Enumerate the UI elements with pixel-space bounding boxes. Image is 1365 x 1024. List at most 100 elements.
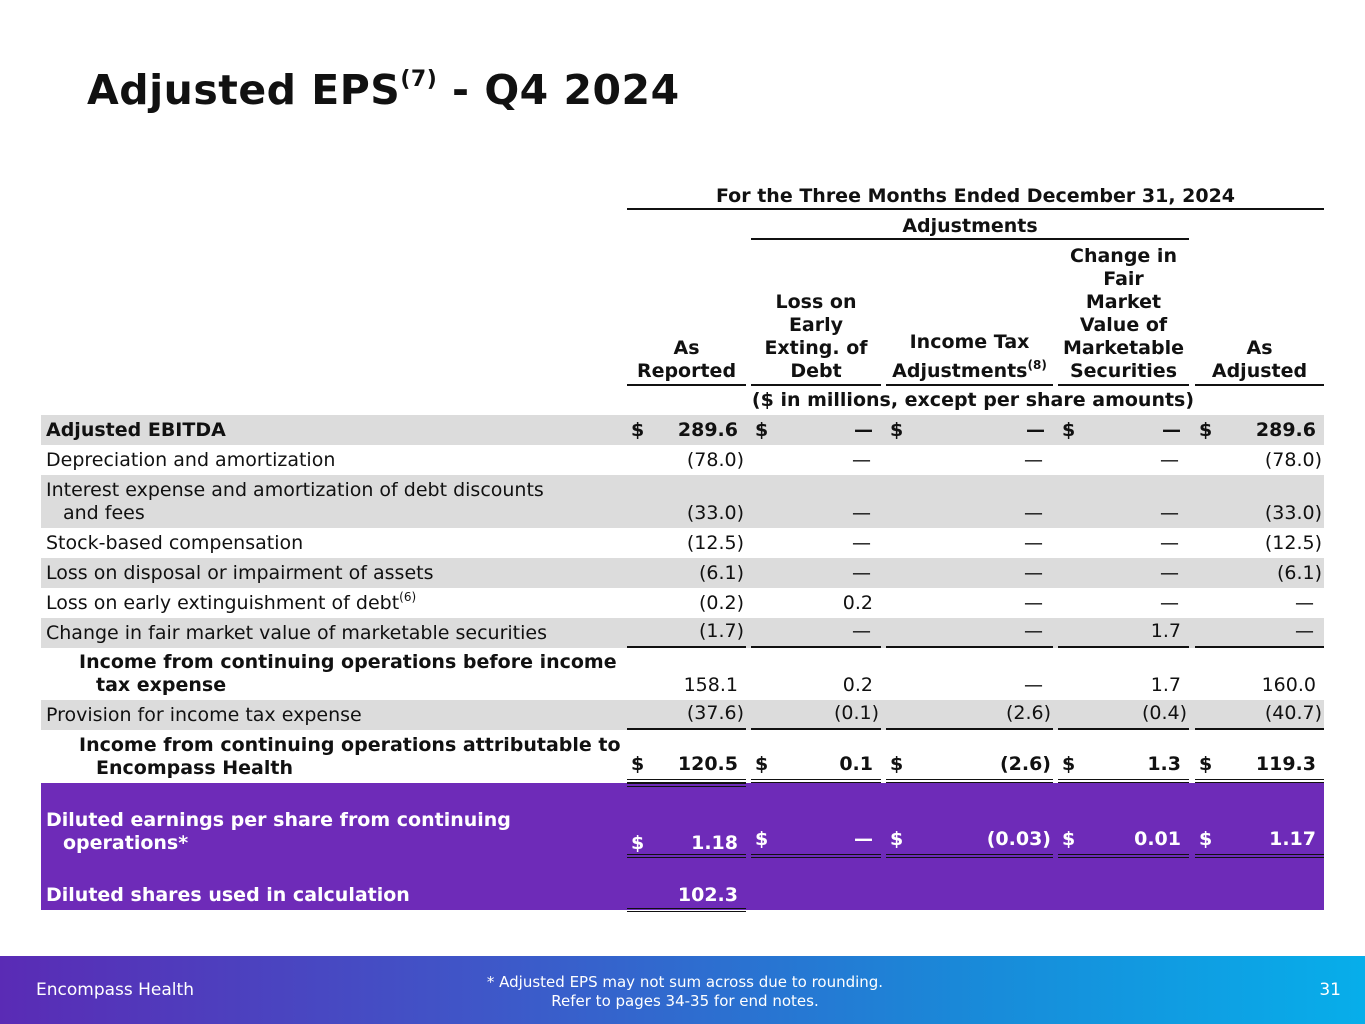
dollar-sign: $ — [631, 832, 645, 854]
dollar-sign: $ — [755, 828, 769, 850]
value-loss-debt: — — [852, 562, 871, 584]
table-row: Depreciation and amortization (78.0) — —… — [41, 445, 1324, 475]
dollar-sign: $ — [1062, 828, 1076, 850]
value-fair-value: (0.4) — [1141, 702, 1187, 724]
dollar-sign: $ — [1062, 753, 1076, 775]
row-label: Depreciation and amortization — [46, 449, 336, 471]
value-loss-debt: — — [852, 620, 871, 642]
value-fair-value: — — [1162, 419, 1181, 441]
row-label: Income from continuing operations attrib… — [79, 734, 621, 779]
brand-name: Encompass Health — [36, 980, 194, 1000]
units-note: ($ in millions, except per share amounts… — [751, 389, 1195, 411]
value-fair-value: — — [1160, 592, 1179, 614]
value-as-reported: 102.3 — [677, 884, 738, 906]
dollar-sign: $ — [631, 753, 645, 775]
value-as-adjusted: (40.7) — [1264, 702, 1322, 724]
dollar-sign: $ — [1199, 419, 1213, 441]
value-loss-debt: — — [854, 828, 873, 850]
table-row: Adjusted EBITDA $289.6 $ — $ — $ — $289.6 — [41, 415, 1324, 445]
dollar-sign: $ — [1199, 828, 1213, 850]
table-row: Stock-based compensation (12.5) — — — (1… — [41, 528, 1324, 558]
value-loss-debt: — — [852, 532, 871, 554]
row-label: Provision for income tax expense — [46, 704, 362, 726]
value-fair-value: 1.3 — [1147, 753, 1181, 775]
row-label: Diluted shares used in calculation — [46, 884, 410, 906]
value-fair-value: 1.7 — [1150, 674, 1181, 696]
table-row: Loss on disposal or impairment of assets… — [41, 558, 1324, 588]
value-loss-debt: — — [852, 449, 871, 471]
value-income-tax: — — [1024, 592, 1043, 614]
value-loss-debt: — — [852, 502, 871, 524]
dollar-sign: $ — [890, 828, 904, 850]
page-title: Adjusted EPS(7) - Q4 2024 — [87, 66, 680, 114]
value-fair-value: 0.01 — [1134, 828, 1181, 850]
value-income-tax: (2.6) — [999, 753, 1051, 775]
value-income-tax: — — [1026, 419, 1045, 441]
value-as-adjusted: (78.0) — [1264, 449, 1322, 471]
table-row: Diluted earnings per share from continui… — [41, 783, 1324, 858]
adjustments-header: Adjustments — [751, 214, 1189, 240]
col-loss-early-extinguishment: Loss on Early Exting. of Debt — [751, 291, 881, 386]
value-fair-value: 1.7 — [1150, 620, 1181, 642]
value-as-reported: 158.1 — [683, 674, 738, 696]
value-as-reported: (12.5) — [686, 532, 744, 554]
row-label: Change in fair market value of marketabl… — [46, 622, 547, 644]
row-label: Loss on disposal or impairment of assets — [46, 562, 434, 584]
table-row: Diluted shares used in calculation 102.3 — [41, 858, 1324, 910]
value-as-reported: (0.2) — [698, 592, 744, 614]
value-as-adjusted: (12.5) — [1264, 532, 1322, 554]
value-income-tax: — — [1024, 674, 1043, 696]
value-as-adjusted: — — [1295, 592, 1314, 614]
column-headers: As Reported Loss on Early Exting. of Debt In… — [0, 240, 1365, 386]
value-fair-value: — — [1160, 532, 1179, 554]
value-income-tax: — — [1024, 532, 1043, 554]
value-as-adjusted: 119.3 — [1255, 753, 1316, 775]
dollar-sign: $ — [631, 419, 645, 441]
value-as-reported: (78.0) — [686, 449, 744, 471]
row-label: Interest expense and amortization of deb… — [46, 479, 544, 524]
dollar-sign: $ — [1199, 753, 1213, 775]
row-label: Adjusted EBITDA — [46, 419, 226, 441]
double-underline — [627, 908, 746, 912]
table-row: Income from continuing operations attrib… — [41, 730, 1324, 783]
row-label: Loss on early extinguishment of debt(6) — [46, 590, 417, 614]
value-income-tax: — — [1024, 562, 1043, 584]
table-row: Income from continuing operations before… — [41, 648, 1324, 700]
col-fair-market-value: Change in Fair Market Value of Marketable Sec… — [1058, 245, 1189, 386]
table-row: Loss on early extinguishment of debt(6) … — [41, 588, 1324, 618]
table-row: Change in fair market value of marketabl… — [41, 618, 1324, 648]
period-header: For the Three Months Ended December 31, … — [627, 184, 1324, 210]
value-loss-debt: (0.1) — [833, 702, 879, 724]
value-as-adjusted: 289.6 — [1255, 419, 1316, 441]
col-income-tax-adjustments: Income Tax Adjustments(8) — [886, 331, 1053, 386]
row-label: Income from continuing operations before… — [79, 651, 617, 696]
row-label: Stock-based compensation — [46, 532, 304, 554]
value-as-adjusted: 1.17 — [1269, 828, 1316, 850]
value-fair-value: — — [1160, 502, 1179, 524]
value-income-tax: — — [1024, 620, 1043, 642]
value-as-reported: 1.18 — [691, 832, 738, 854]
value-loss-debt: 0.1 — [839, 753, 873, 775]
dollar-sign: $ — [1062, 419, 1076, 441]
value-as-reported: 120.5 — [677, 753, 738, 775]
value-income-tax: — — [1024, 502, 1043, 524]
value-as-reported: 289.6 — [677, 419, 738, 441]
dollar-sign: $ — [755, 753, 769, 775]
row-label: Diluted earnings per share from continui… — [46, 809, 511, 854]
footnote: * Adjusted EPS may not sum across due to… — [486, 973, 884, 1010]
footer-bar: Encompass Health * Adjusted EPS may not … — [0, 956, 1365, 1024]
value-loss-debt: 0.2 — [842, 592, 873, 614]
col-as-adjusted: As Adjusted — [1195, 337, 1324, 386]
value-income-tax: — — [1024, 449, 1043, 471]
value-as-adjusted: — — [1295, 620, 1314, 642]
value-as-reported: (1.7) — [698, 620, 744, 642]
dollar-sign: $ — [755, 419, 769, 441]
value-as-adjusted: 160.0 — [1261, 674, 1316, 696]
value-as-reported: (37.6) — [686, 702, 744, 724]
table-row: Interest expense and amortization of deb… — [41, 475, 1324, 528]
value-income-tax: (0.03) — [986, 828, 1051, 850]
dollar-sign: $ — [890, 753, 904, 775]
title-footnote: (7) — [400, 67, 438, 92]
dollar-sign: $ — [890, 419, 904, 441]
value-income-tax: (2.6) — [1005, 702, 1051, 724]
